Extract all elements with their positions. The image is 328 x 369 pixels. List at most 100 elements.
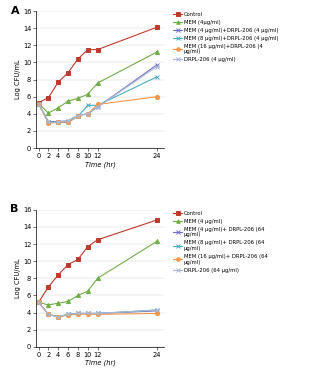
MEM (4 μg/ml) — [66, 299, 70, 304]
DRPL-206 (64 μg/ml) — [47, 312, 51, 317]
MEM (4 μg/ml)+ DRPL-206 (64
μg/ml) — [56, 315, 60, 319]
MEM (16 μg/ml)+ DRPL-206 (64
μg/ml) — [66, 313, 70, 317]
MEM (16 μg/ml)+ DRPL-206 (64
μg/ml) — [56, 315, 60, 319]
Control — [76, 257, 80, 262]
MEM (16 μg/ml)+DRPL-206 (4
μg/ml) — [96, 102, 100, 107]
MEM (4 μg/ml)+ DRPL-206 (64
μg/ml) — [37, 300, 41, 304]
Control — [66, 262, 70, 267]
Legend: Control, MEM (4μg/ml), MEM (4 μg/ml)+DRPL-206 (4 μg/ml), MEM (8 μg/ml)+DRPL-206 : Control, MEM (4μg/ml), MEM (4 μg/ml)+DRP… — [172, 11, 279, 63]
MEM (8 μg/ml)+ DRPL-206 (64
μg/ml) — [66, 312, 70, 317]
Control — [155, 25, 159, 30]
MEM (4 μg/ml) — [155, 239, 159, 244]
Control — [56, 273, 60, 277]
MEM (16 μg/ml)+DRPL-206 (4
μg/ml) — [155, 94, 159, 99]
MEM (8 μg/ml)+ DRPL-206 (64
μg/ml) — [37, 300, 41, 304]
MEM (4μg/ml) — [47, 111, 51, 115]
Control — [86, 244, 90, 249]
MEM (8 μg/ml)+DRPL-206 (4 μg/ml) — [66, 120, 70, 125]
Line: MEM (4 μg/ml): MEM (4 μg/ml) — [36, 239, 159, 307]
DRPL-206 (4 μg/ml) — [96, 105, 100, 109]
Line: MEM (4 μg/ml)+ DRPL-206 (64
μg/ml): MEM (4 μg/ml)+ DRPL-206 (64 μg/ml) — [36, 300, 159, 319]
Line: MEM (4μg/ml): MEM (4μg/ml) — [36, 50, 159, 115]
MEM (16 μg/ml)+DRPL-206 (4
μg/ml) — [47, 121, 51, 125]
MEM (8 μg/ml)+DRPL-206 (4 μg/ml) — [37, 101, 41, 106]
MEM (8 μg/ml)+DRPL-206 (4 μg/ml) — [155, 75, 159, 79]
Line: DRPL-206 (64 μg/ml): DRPL-206 (64 μg/ml) — [36, 300, 159, 319]
DRPL-206 (4 μg/ml) — [155, 65, 159, 69]
Line: MEM (16 μg/ml)+ DRPL-206 (64
μg/ml): MEM (16 μg/ml)+ DRPL-206 (64 μg/ml) — [36, 300, 159, 319]
MEM (16 μg/ml)+ DRPL-206 (64
μg/ml) — [86, 312, 90, 317]
MEM (8 μg/ml)+ DRPL-206 (64
μg/ml) — [96, 311, 100, 315]
MEM (8 μg/ml)+ DRPL-206 (64
μg/ml) — [76, 311, 80, 315]
MEM (4μg/ml) — [56, 106, 60, 110]
MEM (4 μg/ml)+DRPL-206 (4 μg/ml) — [47, 119, 51, 124]
MEM (16 μg/ml)+DRPL-206 (4
μg/ml) — [66, 119, 70, 124]
MEM (4 μg/ml)+DRPL-206 (4 μg/ml) — [56, 119, 60, 124]
MEM (8 μg/ml)+DRPL-206 (4 μg/ml) — [86, 103, 90, 107]
Line: MEM (4 μg/ml)+DRPL-206 (4 μg/ml): MEM (4 μg/ml)+DRPL-206 (4 μg/ml) — [36, 63, 159, 124]
MEM (4 μg/ml)+ DRPL-206 (64
μg/ml) — [86, 311, 90, 315]
Line: MEM (8 μg/ml)+DRPL-206 (4 μg/ml): MEM (8 μg/ml)+DRPL-206 (4 μg/ml) — [36, 75, 159, 124]
Control — [47, 95, 51, 100]
MEM (8 μg/ml)+DRPL-206 (4 μg/ml) — [47, 120, 51, 125]
MEM (4μg/ml) — [96, 81, 100, 85]
X-axis label: Time (hr): Time (hr) — [85, 360, 115, 366]
DRPL-206 (4 μg/ml) — [47, 120, 51, 125]
MEM (4 μg/ml) — [37, 300, 41, 304]
DRPL-206 (64 μg/ml) — [37, 300, 41, 304]
Text: B: B — [10, 204, 19, 214]
MEM (8 μg/ml)+ DRPL-206 (64
μg/ml) — [47, 312, 51, 317]
MEM (4 μg/ml)+ DRPL-206 (64
μg/ml) — [76, 311, 80, 315]
Line: MEM (16 μg/ml)+DRPL-206 (4
μg/ml): MEM (16 μg/ml)+DRPL-206 (4 μg/ml) — [36, 94, 159, 125]
DRPL-206 (64 μg/ml) — [96, 311, 100, 315]
DRPL-206 (4 μg/ml) — [66, 118, 70, 123]
DRPL-206 (64 μg/ml) — [76, 311, 80, 315]
Line: Control: Control — [36, 218, 159, 304]
MEM (4μg/ml) — [37, 101, 41, 106]
Y-axis label: Log CFU/mL: Log CFU/mL — [15, 60, 21, 99]
MEM (4μg/ml) — [86, 92, 90, 96]
MEM (8 μg/ml)+DRPL-206 (4 μg/ml) — [76, 114, 80, 119]
MEM (16 μg/ml)+DRPL-206 (4
μg/ml) — [37, 101, 41, 106]
MEM (16 μg/ml)+ DRPL-206 (64
μg/ml) — [155, 311, 159, 315]
Y-axis label: Log CFU/mL: Log CFU/mL — [15, 259, 21, 298]
MEM (4 μg/ml) — [47, 303, 51, 307]
DRPL-206 (4 μg/ml) — [37, 101, 41, 106]
Control — [155, 218, 159, 222]
MEM (4μg/ml) — [76, 96, 80, 101]
Control — [37, 300, 41, 304]
DRPL-206 (64 μg/ml) — [66, 312, 70, 317]
MEM (4 μg/ml)+ DRPL-206 (64
μg/ml) — [47, 312, 51, 317]
MEM (4 μg/ml)+ DRPL-206 (64
μg/ml) — [155, 308, 159, 313]
MEM (8 μg/ml)+ DRPL-206 (64
μg/ml) — [56, 315, 60, 319]
MEM (4 μg/ml)+DRPL-206 (4 μg/ml) — [37, 101, 41, 106]
MEM (4 μg/ml)+DRPL-206 (4 μg/ml) — [86, 112, 90, 116]
MEM (8 μg/ml)+ DRPL-206 (64
μg/ml) — [86, 311, 90, 315]
MEM (16 μg/ml)+DRPL-206 (4
μg/ml) — [86, 112, 90, 116]
DRPL-206 (64 μg/ml) — [155, 308, 159, 312]
MEM (4 μg/ml)+ DRPL-206 (64
μg/ml) — [96, 311, 100, 315]
MEM (4 μg/ml)+DRPL-206 (4 μg/ml) — [66, 118, 70, 123]
MEM (4 μg/ml) — [76, 293, 80, 298]
Control — [47, 285, 51, 289]
MEM (4 μg/ml) — [96, 276, 100, 280]
MEM (16 μg/ml)+ DRPL-206 (64
μg/ml) — [37, 300, 41, 304]
MEM (8 μg/ml)+DRPL-206 (4 μg/ml) — [96, 103, 100, 107]
Control — [96, 47, 100, 52]
MEM (4 μg/ml) — [56, 301, 60, 306]
MEM (16 μg/ml)+DRPL-206 (4
μg/ml) — [56, 120, 60, 125]
MEM (16 μg/ml)+DRPL-206 (4
μg/ml) — [76, 113, 80, 118]
MEM (4 μg/ml) — [86, 289, 90, 293]
MEM (16 μg/ml)+ DRPL-206 (64
μg/ml) — [47, 312, 51, 317]
Text: A: A — [10, 6, 19, 15]
Line: DRPL-206 (4 μg/ml): DRPL-206 (4 μg/ml) — [36, 65, 159, 124]
DRPL-206 (64 μg/ml) — [56, 315, 60, 319]
Control — [66, 70, 70, 75]
X-axis label: Time (hr): Time (hr) — [85, 161, 115, 168]
Control — [96, 238, 100, 242]
DRPL-206 (4 μg/ml) — [86, 112, 90, 116]
MEM (4 μg/ml)+DRPL-206 (4 μg/ml) — [76, 113, 80, 118]
Control — [86, 47, 90, 52]
Line: MEM (8 μg/ml)+ DRPL-206 (64
μg/ml): MEM (8 μg/ml)+ DRPL-206 (64 μg/ml) — [36, 300, 159, 319]
MEM (4 μg/ml)+DRPL-206 (4 μg/ml) — [96, 105, 100, 109]
